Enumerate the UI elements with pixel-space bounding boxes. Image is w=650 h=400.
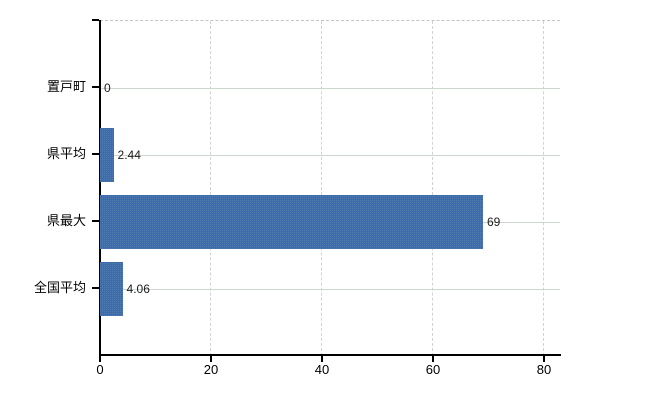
bar bbox=[100, 262, 123, 316]
x-tick-mark bbox=[321, 356, 323, 362]
x-tick-mark bbox=[432, 356, 434, 362]
h-gridline bbox=[100, 87, 560, 89]
v-gridline bbox=[543, 21, 544, 356]
bar-value-label: 4.06 bbox=[126, 282, 150, 296]
bar-value-label: 69 bbox=[486, 215, 501, 229]
category-label: 置戸町 bbox=[46, 79, 86, 94]
y-tick-mark bbox=[92, 153, 99, 155]
bar bbox=[100, 195, 483, 249]
x-tick-mark bbox=[543, 356, 545, 362]
category-label: 全国平均 bbox=[33, 280, 86, 295]
x-axis-line bbox=[99, 354, 561, 356]
x-tick-label: 20 bbox=[203, 362, 219, 377]
h-gridline bbox=[100, 288, 560, 290]
bar bbox=[100, 128, 114, 182]
category-label: 県最大 bbox=[46, 213, 86, 228]
h-gridline bbox=[100, 154, 560, 156]
x-tick-label: 60 bbox=[425, 362, 441, 377]
y-tick-mark bbox=[92, 287, 99, 289]
y-tick-mark bbox=[92, 220, 99, 222]
x-tick-label: 0 bbox=[96, 362, 104, 377]
bar-value-label: 0 bbox=[104, 81, 111, 95]
y-axis-line bbox=[99, 20, 101, 362]
x-tick-label: 40 bbox=[314, 362, 330, 377]
bar-value-label: 2.44 bbox=[117, 148, 141, 162]
plot-area: 0 2.44 69 4.06 bbox=[100, 20, 560, 356]
x-tick-mark bbox=[210, 356, 212, 362]
x-tick-label: 80 bbox=[536, 362, 552, 377]
y-tick-mark bbox=[92, 19, 99, 21]
v-gridline bbox=[210, 21, 211, 356]
x-tick-mark bbox=[99, 356, 101, 362]
y-tick-mark bbox=[92, 86, 99, 88]
v-gridline bbox=[321, 21, 322, 356]
category-label: 県平均 bbox=[46, 146, 86, 161]
v-gridline bbox=[432, 21, 433, 356]
